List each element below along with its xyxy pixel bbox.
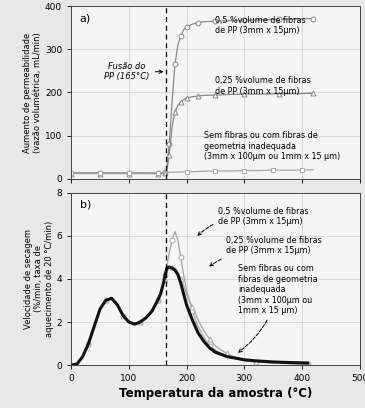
Text: b): b) <box>80 200 91 209</box>
Text: 0,5 %volume de fibras
de PP (3mm x 15μm): 0,5 %volume de fibras de PP (3mm x 15μm) <box>198 206 309 235</box>
Y-axis label: Aumento de permeabilidade
(vazão volumétrica, mL/min): Aumento de permeabilidade (vazão volumét… <box>23 32 42 153</box>
Text: 0,5 %volume de fibras
de PP (3mm x 15μm): 0,5 %volume de fibras de PP (3mm x 15μm) <box>215 16 306 35</box>
Y-axis label: Velocidade de secagem
(%/min, taxa de
aquecimento de 20 °C/min): Velocidade de secagem (%/min, taxa de aq… <box>24 221 54 337</box>
X-axis label: Temperatura da amostra (°C): Temperatura da amostra (°C) <box>119 387 312 400</box>
Text: 0,25 %volume de fibras
de PP (3mm x 15μm): 0,25 %volume de fibras de PP (3mm x 15μm… <box>210 236 322 266</box>
Text: a): a) <box>80 13 91 23</box>
Text: 0,25 %volume de fibras
de PP (3mm x 15μm): 0,25 %volume de fibras de PP (3mm x 15μm… <box>215 76 311 95</box>
Text: Fusão do
PP (165°C): Fusão do PP (165°C) <box>104 62 162 82</box>
Text: Sem fibras ou com fibras de
geometria inadequada
(3mm x 100μm ou 1mm x 15 μm): Sem fibras ou com fibras de geometria in… <box>204 131 340 161</box>
Text: Sem fibras ou com
fibras de geometria
inadequada
(3mm x 100μm ou
1mm x 15 μm): Sem fibras ou com fibras de geometria in… <box>238 264 318 352</box>
